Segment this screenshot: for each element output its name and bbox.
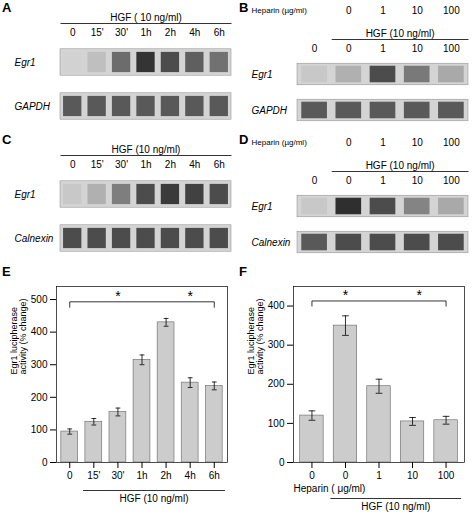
svg-text:100: 100 <box>443 43 460 54</box>
svg-text:2h: 2h <box>165 27 176 38</box>
svg-text:Egr1: Egr1 <box>252 69 273 80</box>
svg-text:4h: 4h <box>185 470 196 481</box>
svg-text:GAPDH: GAPDH <box>252 105 288 116</box>
svg-text:GAPDH: GAPDH <box>15 101 51 112</box>
svg-text:10: 10 <box>412 137 424 148</box>
svg-text:500: 500 <box>31 294 48 305</box>
svg-text:0: 0 <box>312 175 318 186</box>
svg-text:0: 0 <box>279 457 285 468</box>
svg-text:1h: 1h <box>140 27 151 38</box>
html-text:F: F <box>239 264 247 279</box>
svg-text:30': 30' <box>111 470 124 481</box>
svg-text:15': 15' <box>87 470 100 481</box>
svg-text:6h: 6h <box>214 159 225 170</box>
svg-text:1: 1 <box>380 137 386 148</box>
svg-text:0: 0 <box>346 43 352 54</box>
svg-text:Heparin (µg/ml): Heparin (µg/ml) <box>252 6 308 15</box>
html-text:E: E <box>2 264 11 279</box>
svg-text:Egr1: Egr1 <box>252 201 273 212</box>
svg-text:200: 200 <box>268 378 285 389</box>
svg-text:0: 0 <box>346 175 352 186</box>
svg-text:100: 100 <box>31 424 48 435</box>
svg-text:Calnexin: Calnexin <box>252 237 291 248</box>
svg-text:100: 100 <box>443 175 460 186</box>
svg-text:0: 0 <box>346 137 352 148</box>
svg-text:1: 1 <box>380 175 386 186</box>
svg-text:300: 300 <box>268 339 285 350</box>
svg-text:Heparin (µg/ml): Heparin (µg/ml) <box>252 138 308 147</box>
html-text:A: A <box>2 0 12 15</box>
svg-text:300: 300 <box>31 359 48 370</box>
svg-text:1: 1 <box>380 43 386 54</box>
svg-text:1h: 1h <box>140 159 151 170</box>
html-text:B: B <box>239 0 249 15</box>
svg-text:1: 1 <box>380 5 386 16</box>
svg-text:100: 100 <box>268 418 285 429</box>
svg-text:*: * <box>417 287 423 303</box>
svg-text:15': 15' <box>91 159 104 170</box>
svg-text:HGF (10 ng/ml): HGF (10 ng/ml) <box>120 493 189 504</box>
html-text:C: C <box>2 132 12 147</box>
svg-text:2h: 2h <box>165 159 176 170</box>
svg-text:HGF (10 ng/ml): HGF (10 ng/ml) <box>361 501 430 512</box>
svg-text:1: 1 <box>376 470 382 481</box>
svg-text:15': 15' <box>91 27 104 38</box>
svg-text:Egr1 lucipheraseactivity (% ch: Egr1 lucipheraseactivity (% change) <box>9 298 28 374</box>
svg-text:400: 400 <box>31 326 48 337</box>
svg-text:10: 10 <box>412 5 424 16</box>
svg-text:0: 0 <box>343 470 349 481</box>
svg-text:Heparin ( μg/ml): Heparin ( μg/ml) <box>294 483 366 494</box>
html-text:D: D <box>239 132 249 147</box>
svg-text:HGF (10 ng/ml): HGF (10 ng/ml) <box>366 160 435 171</box>
svg-text:400: 400 <box>268 300 285 311</box>
svg-text:200: 200 <box>31 392 48 403</box>
svg-text:30': 30' <box>115 27 128 38</box>
svg-text:4h: 4h <box>189 159 200 170</box>
svg-text:6h: 6h <box>209 470 220 481</box>
svg-text:0: 0 <box>346 5 352 16</box>
svg-text:100: 100 <box>443 137 460 148</box>
svg-text:Calnexin: Calnexin <box>15 233 54 244</box>
svg-text:*: * <box>187 288 193 304</box>
svg-text:0: 0 <box>70 159 76 170</box>
svg-text:4h: 4h <box>189 27 200 38</box>
svg-text:Egr1 lucipheraseactivity (% ch: Egr1 lucipheraseactivity (% change) <box>246 298 265 374</box>
svg-text:6h: 6h <box>214 27 225 38</box>
svg-text:2h: 2h <box>161 470 172 481</box>
svg-text:*: * <box>115 288 121 304</box>
svg-text:*: * <box>343 287 349 303</box>
svg-text:10: 10 <box>407 470 419 481</box>
svg-text:0: 0 <box>312 43 318 54</box>
svg-text:30': 30' <box>115 159 128 170</box>
svg-text:Egr1: Egr1 <box>15 189 36 200</box>
svg-text:HGF ( 10 ng/ml): HGF ( 10 ng/ml) <box>110 12 182 23</box>
svg-text:HGF (10 ng/ml): HGF (10 ng/ml) <box>366 28 435 39</box>
svg-text:0: 0 <box>70 27 76 38</box>
svg-text:0: 0 <box>42 457 48 468</box>
svg-text:10: 10 <box>412 43 424 54</box>
svg-text:10: 10 <box>412 175 424 186</box>
svg-text:1h: 1h <box>136 470 147 481</box>
svg-text:100: 100 <box>443 5 460 16</box>
svg-text:0: 0 <box>67 470 73 481</box>
svg-text:Egr1: Egr1 <box>15 57 36 68</box>
svg-text:HGF (10 ng/ml): HGF (10 ng/ml) <box>112 144 181 155</box>
svg-text:100: 100 <box>438 470 455 481</box>
svg-text:0: 0 <box>309 470 315 481</box>
